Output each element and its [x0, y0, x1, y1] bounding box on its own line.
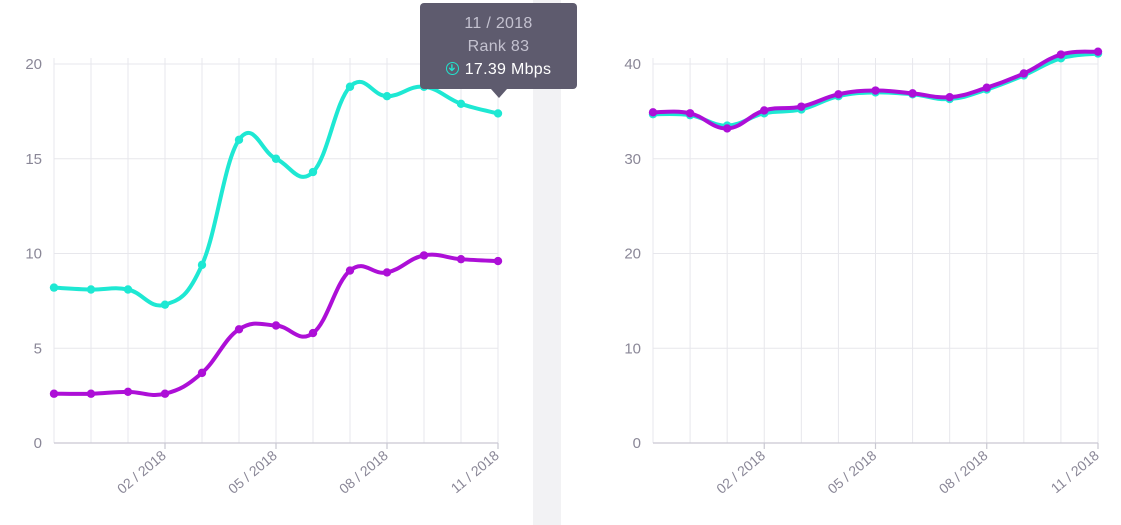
data-point[interactable] [760, 106, 769, 115]
y-tick-label: 30 [624, 151, 641, 168]
data-point[interactable] [493, 109, 503, 118]
data-point[interactable] [456, 254, 466, 264]
download-arrow-icon [445, 62, 459, 75]
x-tick-label: 08 / 2018 [336, 447, 391, 497]
data-point[interactable] [419, 251, 429, 260]
y-tick-label: 10 [25, 246, 42, 263]
data-point[interactable] [49, 389, 59, 398]
data-point[interactable] [49, 283, 59, 292]
y-tick-label: 0 [633, 435, 641, 452]
data-point[interactable] [308, 328, 318, 338]
data-point[interactable] [160, 300, 170, 309]
left-line-chart: 0 5 10 15 20 02 / 2018 05 / 2018 08 / 2018 11 / … [25, 56, 503, 497]
data-point[interactable] [86, 285, 96, 294]
data-point[interactable] [1019, 69, 1029, 78]
x-tick-label: 02 / 2018 [713, 447, 768, 497]
data-point[interactable] [722, 124, 732, 133]
x-tick-label: 05 / 2018 [225, 447, 280, 497]
data-point[interactable] [197, 260, 207, 270]
x-tick-label: 11 / 2018 [1048, 447, 1102, 496]
data-point[interactable] [345, 266, 355, 275]
data-point[interactable] [123, 387, 133, 397]
data-point[interactable] [493, 256, 503, 266]
data-point[interactable] [382, 92, 392, 101]
y-tick-label: 5 [34, 340, 42, 357]
data-point[interactable] [871, 86, 880, 95]
x-tick-label: 08 / 2018 [936, 447, 991, 497]
tooltip-date: 11 / 2018 [464, 15, 533, 32]
data-point[interactable] [271, 321, 281, 330]
x-tick-label: 05 / 2018 [824, 447, 879, 497]
data-point[interactable] [456, 99, 466, 108]
data-point[interactable] [382, 268, 392, 277]
data-point[interactable] [834, 90, 843, 99]
data-point[interactable] [1056, 50, 1066, 59]
y-tick-label: 20 [624, 246, 641, 263]
data-point[interactable] [308, 167, 318, 177]
chart-tooltip: 11 / 2018 Rank 83 17.39 Mbps [420, 3, 577, 98]
data-point[interactable] [982, 83, 991, 92]
tooltip-rank: Rank 83 [467, 38, 530, 55]
data-point[interactable] [685, 109, 695, 118]
data-point[interactable] [123, 285, 133, 294]
right-chart-panel: 0 10 20 30 40 02 / 2018 05 / 2018 08 / 2018 11 /… [561, 0, 1121, 525]
x-tick-label: 02 / 2018 [114, 447, 169, 497]
y-tick-label: 0 [34, 435, 42, 452]
data-point[interactable] [271, 154, 281, 163]
data-point[interactable] [648, 108, 658, 117]
data-point[interactable] [908, 89, 917, 98]
data-point[interactable] [797, 102, 806, 111]
x-tick-label: 11 / 2018 [448, 447, 502, 496]
y-tick-label: 10 [624, 340, 641, 357]
data-point[interactable] [234, 325, 244, 334]
y-tick-label: 40 [624, 56, 641, 73]
data-point[interactable] [1093, 47, 1103, 56]
data-point[interactable] [197, 368, 207, 378]
tooltip-value-row: 17.39 Mbps [420, 58, 577, 81]
data-point[interactable] [86, 389, 96, 398]
data-point[interactable] [160, 389, 170, 398]
data-point[interactable] [234, 135, 244, 144]
right-line-chart: 0 10 20 30 40 02 / 2018 05 / 2018 08 / 2018 11 /… [624, 47, 1103, 497]
tooltip-value: 17.39 Mbps [464, 61, 552, 78]
data-point[interactable] [945, 92, 954, 102]
data-point[interactable] [345, 82, 355, 91]
y-tick-label: 15 [25, 151, 42, 168]
y-tick-label: 20 [25, 56, 42, 73]
